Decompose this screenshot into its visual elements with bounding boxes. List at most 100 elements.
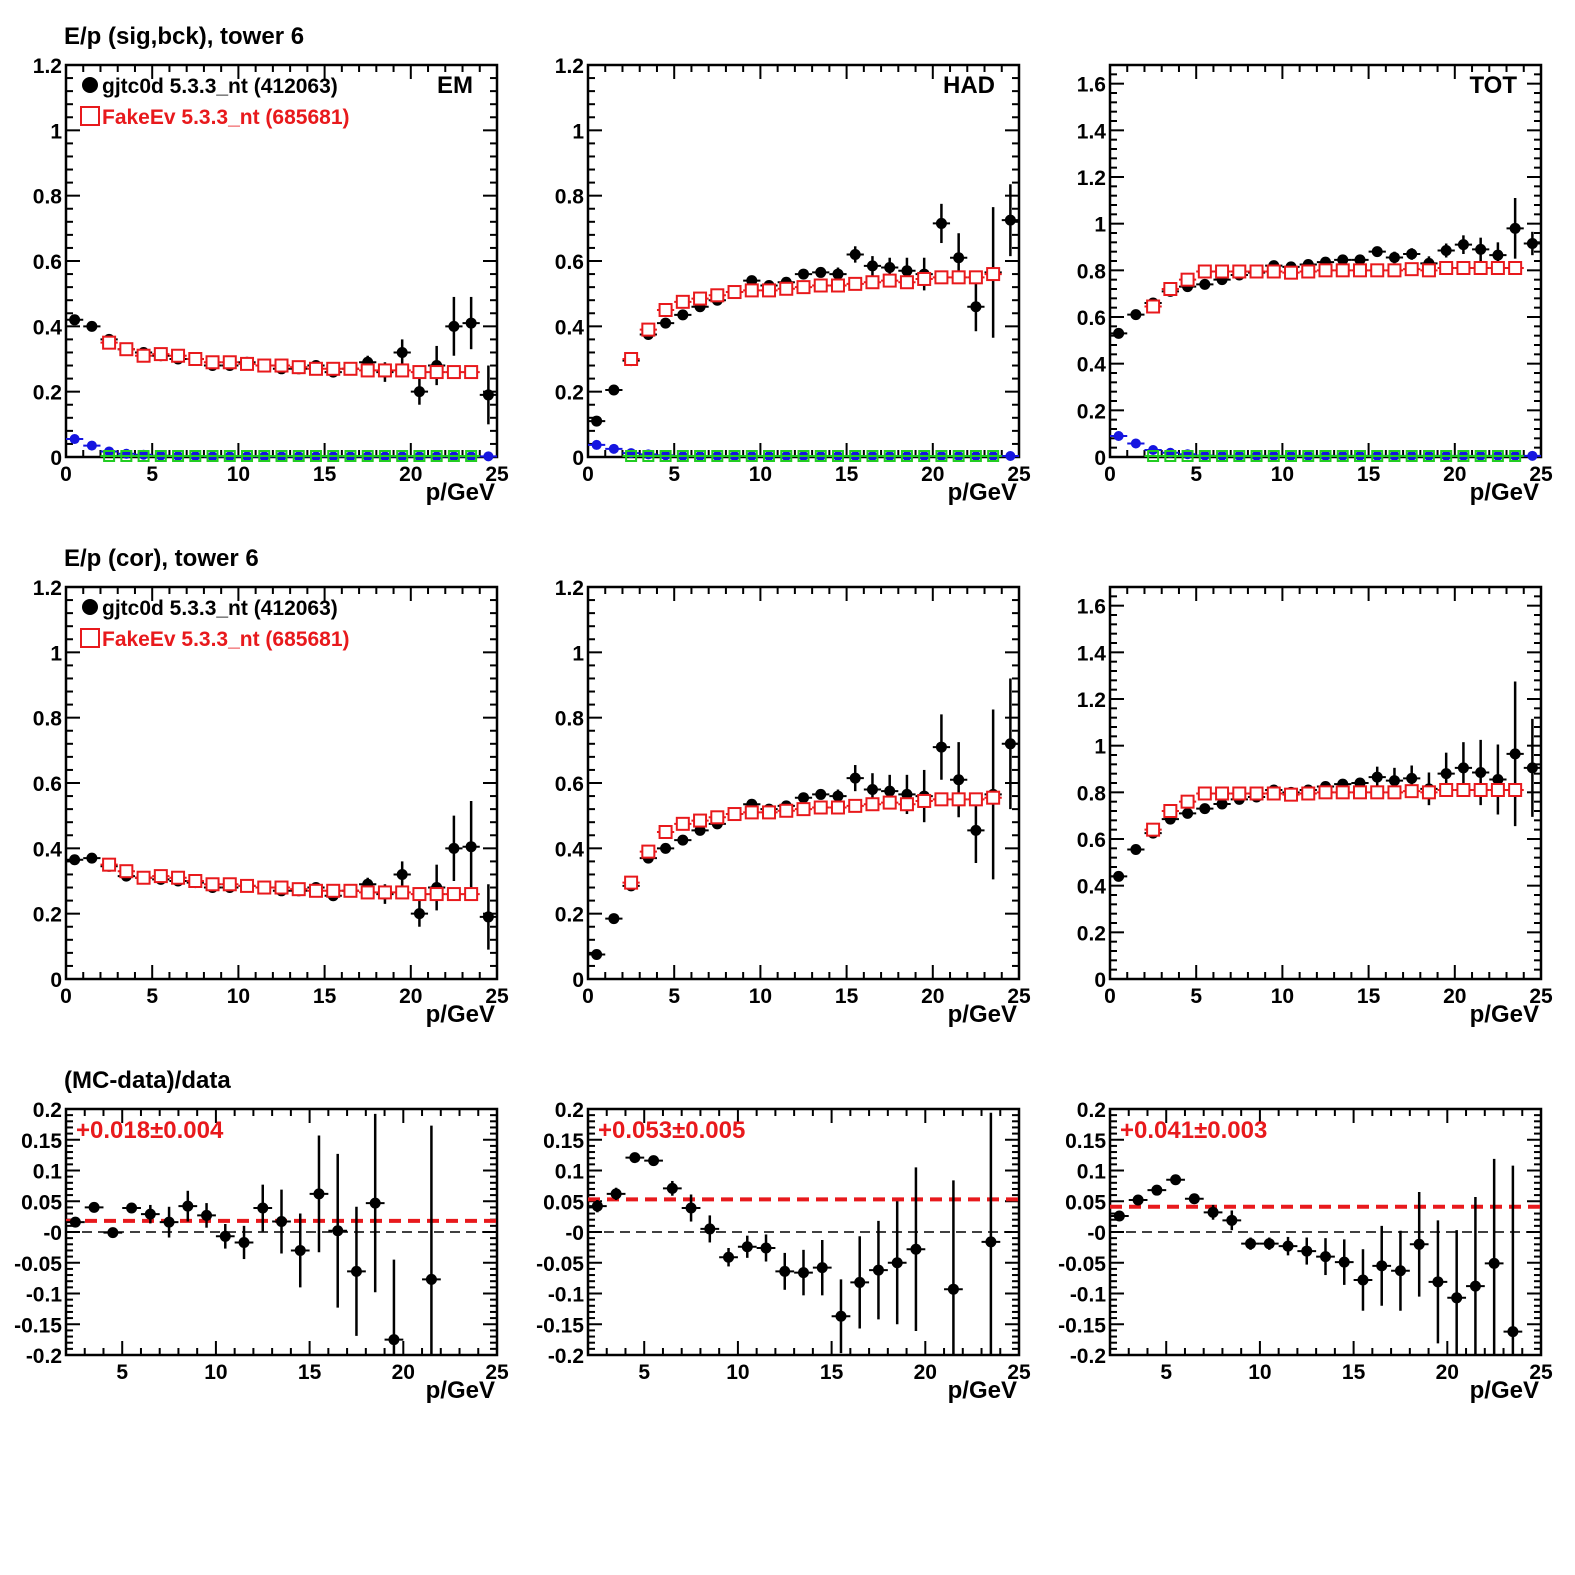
series-ratio <box>66 1113 441 1355</box>
data-point <box>741 1241 753 1253</box>
x-tick-label: 25 <box>1529 985 1553 1008</box>
y-tick-label: 1.6 <box>1077 74 1106 97</box>
x-tick-label: 15 <box>313 985 337 1008</box>
mc-point <box>1508 783 1523 797</box>
panel-cor-tot: 0 0.2 0.4 0.6 0.8 1 1.2 1.4 1.6 0 5 10 15 20 25p/GeV <box>1077 585 1553 1028</box>
data-point <box>465 317 477 329</box>
bck-mc-point <box>1285 450 1298 462</box>
mc-point <box>308 883 323 898</box>
bck-mc-point <box>1491 450 1504 462</box>
data-point <box>69 1216 81 1228</box>
bck-mc-point <box>1422 450 1435 462</box>
data-point <box>677 834 689 846</box>
mc-point <box>727 285 742 300</box>
x-tick-label: 25 <box>1007 1361 1031 1384</box>
data-point <box>608 384 620 396</box>
y-tick-label: -0.15 <box>14 1314 62 1337</box>
data-point <box>694 824 706 836</box>
y-tick-label: 0.2 <box>33 1099 62 1122</box>
data-point <box>591 1200 603 1212</box>
data-point <box>610 1188 622 1200</box>
mc-point <box>848 276 863 291</box>
mc-point <box>291 882 306 897</box>
data-point <box>1320 1251 1331 1263</box>
y-tick-label: -0.2 <box>26 1345 62 1368</box>
mc-point <box>188 874 203 888</box>
mc-point <box>360 885 375 900</box>
y-tick-label: 0.2 <box>33 382 62 405</box>
y-tick-label: 0.8 <box>1077 260 1107 283</box>
x-tick-label: 25 <box>1007 463 1031 486</box>
data-point <box>985 1236 997 1248</box>
bck-mc-point <box>1474 450 1487 462</box>
data-point <box>448 320 460 332</box>
data-point <box>1188 1193 1200 1205</box>
y-tick-label: 1.2 <box>555 577 584 600</box>
data-point <box>69 854 81 866</box>
mc-point <box>257 880 272 895</box>
data-point <box>126 1202 138 1214</box>
bck-data-point <box>1113 431 1124 441</box>
mc-point <box>1456 783 1471 797</box>
mc-point <box>136 348 151 363</box>
mc-point <box>429 365 444 380</box>
y-tick-label: 0.1 <box>1077 1161 1107 1184</box>
bck-data-point <box>608 443 619 454</box>
bck-mc-point <box>1388 450 1401 462</box>
y-tick-label: 1 <box>572 120 584 143</box>
mc-point <box>934 792 949 807</box>
y-tick-label: -0 <box>43 1222 62 1245</box>
bck-mc-point <box>103 450 116 462</box>
x-tick-label: 5 <box>668 463 680 486</box>
x-axis-label: p/GeV <box>426 1377 495 1404</box>
bck-mc-point <box>172 450 185 462</box>
bck-mc-point <box>241 450 254 462</box>
data-point <box>1475 243 1487 255</box>
panel-ratio-tot: -0.2 -0.15 -0.1 -0.05 -0 0.05 0.1 0.15 0.2 5 10 15 2… <box>1058 1099 1553 1404</box>
data-point <box>866 784 878 796</box>
data-point <box>704 1223 716 1235</box>
mc-point <box>102 857 117 872</box>
data-point <box>591 415 603 427</box>
x-axis-label: p/GeV <box>426 479 495 506</box>
bck-mc-point <box>378 450 391 462</box>
x-tick-label: 5 <box>1160 1361 1172 1384</box>
bck-mc-point <box>676 450 689 462</box>
data-point <box>872 1264 884 1276</box>
bck-mc-point <box>189 450 202 462</box>
mc-point <box>102 335 117 350</box>
mc-point <box>1473 261 1488 275</box>
x-tick-label: 20 <box>921 985 944 1008</box>
mc-point <box>240 356 255 371</box>
data-point <box>1451 1292 1463 1304</box>
panel-cor-had: 0 0.2 0.4 0.6 0.8 1 1.2 0 5 10 15 20 25p/GeV <box>555 577 1031 1028</box>
data-point <box>1151 1184 1163 1196</box>
row-title-sig-bck: E/p (sig,bck), tower 6 <box>64 23 304 50</box>
x-tick-label: 0 <box>60 463 72 486</box>
y-tick-label: 0 <box>1094 447 1106 470</box>
y-tick-label: -0.1 <box>26 1284 63 1307</box>
data-point <box>413 908 425 920</box>
data-point <box>1354 254 1366 266</box>
mc-point <box>899 797 914 812</box>
y-tick-label: 0.4 <box>33 838 63 861</box>
bck-mc-point <box>292 450 305 462</box>
data-point <box>482 911 494 923</box>
data-point <box>1337 254 1349 266</box>
data-point <box>1488 1257 1500 1269</box>
mc-point <box>1215 786 1230 801</box>
data-point <box>1263 1238 1275 1250</box>
bck-mc-point <box>866 450 879 462</box>
mc-point <box>641 322 656 337</box>
mc-point <box>222 355 237 370</box>
mc-point <box>986 790 1001 805</box>
bck-mc-point <box>430 450 443 462</box>
bck-mc-point <box>137 450 150 462</box>
data-point <box>935 217 947 229</box>
mc-point <box>446 365 461 380</box>
y-tick-label: 0.2 <box>1077 922 1106 945</box>
mc-point <box>796 280 811 295</box>
panel-cor-em: 0 0.2 0.4 0.6 0.8 1 1.2 0 5 10 15 20 25p/GeV gjtc0d 5… <box>33 577 509 1028</box>
bck-mc-point <box>223 450 236 462</box>
